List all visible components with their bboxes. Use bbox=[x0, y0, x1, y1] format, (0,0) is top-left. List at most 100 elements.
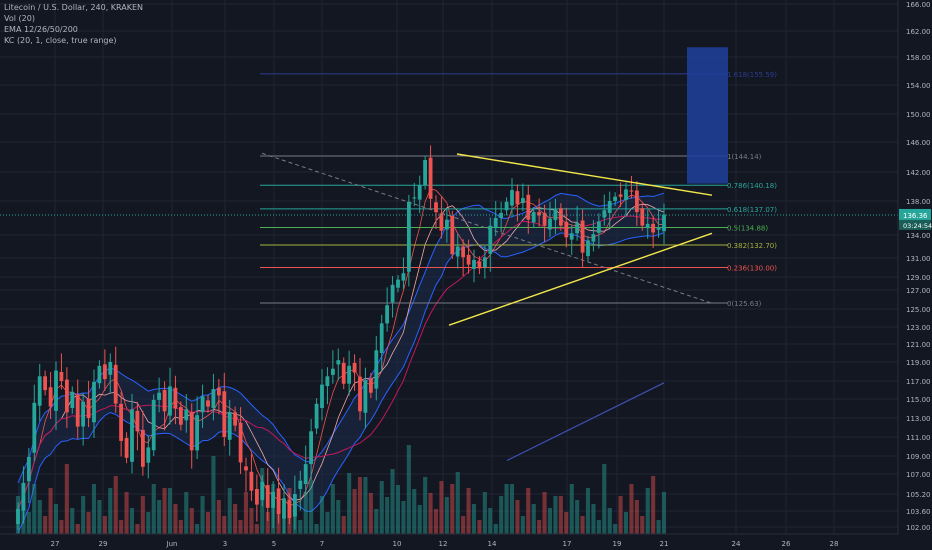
candle-body bbox=[607, 201, 612, 213]
candle bbox=[450, 210, 455, 259]
candle bbox=[255, 474, 259, 522]
fib-level-label: 0(125.63) bbox=[727, 300, 762, 308]
candle-body bbox=[336, 360, 341, 365]
candle bbox=[580, 209, 585, 268]
candle-body bbox=[580, 220, 585, 253]
y-tick-label: 138.00 bbox=[906, 198, 931, 206]
volume-bar bbox=[618, 496, 623, 534]
candle bbox=[504, 197, 509, 216]
candle-body bbox=[320, 384, 324, 408]
candle-body bbox=[472, 259, 476, 269]
volume-bar bbox=[401, 501, 406, 534]
candle-body bbox=[407, 201, 411, 272]
y-tick-label: 113.00 bbox=[906, 415, 931, 423]
volume-bar bbox=[135, 524, 140, 534]
y-tick-label: 117.00 bbox=[906, 378, 931, 386]
volume-bar bbox=[32, 484, 37, 534]
candle-body bbox=[151, 399, 156, 451]
fib-level-label: 0.236(130.00) bbox=[727, 265, 777, 273]
volume-bar bbox=[569, 484, 574, 534]
candle-body bbox=[130, 409, 134, 462]
candle bbox=[477, 256, 482, 275]
volume-bar bbox=[526, 488, 531, 534]
x-tick-label: 28 bbox=[830, 540, 839, 548]
fib-level-label: 0.382(132.70) bbox=[727, 242, 777, 250]
candle bbox=[37, 363, 42, 422]
candle bbox=[591, 220, 596, 252]
fib-level-label: 1.618(155.59) bbox=[727, 71, 777, 79]
candle bbox=[347, 350, 351, 396]
candle bbox=[309, 418, 313, 481]
volume-bar bbox=[86, 512, 91, 534]
candle bbox=[396, 275, 400, 293]
candle-body bbox=[65, 379, 69, 413]
candle bbox=[341, 357, 346, 390]
candle-body bbox=[260, 481, 265, 500]
candle bbox=[521, 183, 525, 212]
volume-bar bbox=[205, 512, 210, 534]
volume-bar bbox=[216, 500, 221, 534]
candle bbox=[16, 502, 20, 530]
y-tick-label: 127.00 bbox=[906, 287, 931, 295]
candle bbox=[244, 457, 248, 492]
candle bbox=[369, 372, 373, 399]
y-tick-label: 111.00 bbox=[906, 434, 931, 442]
volume-bar bbox=[585, 488, 590, 534]
kc-indicator: KC (20, 1, close, true range) bbox=[4, 36, 117, 45]
candle bbox=[526, 185, 531, 234]
x-tick-label: 12 bbox=[439, 540, 448, 548]
volume-bar bbox=[471, 504, 476, 534]
candle-body bbox=[255, 489, 259, 505]
candle-body bbox=[309, 431, 313, 465]
candle-body bbox=[586, 240, 590, 257]
candle-body bbox=[70, 391, 75, 408]
candle bbox=[575, 206, 579, 241]
candle bbox=[656, 210, 661, 238]
volume-bar bbox=[37, 500, 42, 534]
volume-bar bbox=[97, 500, 102, 534]
candle-body bbox=[325, 376, 330, 386]
volume-bar bbox=[249, 508, 254, 534]
volume-bar bbox=[298, 520, 303, 534]
candle bbox=[92, 369, 96, 438]
x-tick-label: 10 bbox=[393, 540, 402, 548]
volume-bar bbox=[444, 497, 449, 534]
time-axis bbox=[0, 534, 932, 550]
candle-body bbox=[455, 246, 460, 257]
volume-bar bbox=[26, 512, 31, 534]
candle-body bbox=[81, 401, 85, 427]
volume-bar bbox=[309, 480, 314, 534]
volume-bar bbox=[75, 524, 80, 534]
candle-body bbox=[515, 191, 520, 205]
candle-body bbox=[108, 362, 113, 375]
candle-body bbox=[651, 223, 655, 233]
candle bbox=[81, 393, 85, 446]
candle-body bbox=[141, 429, 145, 467]
candle-body bbox=[434, 202, 438, 213]
candle-body bbox=[499, 212, 503, 218]
volume-indicator: Vol (20) bbox=[4, 14, 35, 23]
candle-body bbox=[575, 223, 579, 234]
price-axis bbox=[898, 0, 932, 550]
y-tick-label: 166.00 bbox=[906, 1, 931, 9]
candle bbox=[651, 215, 655, 249]
candle-body bbox=[21, 482, 26, 511]
volume-bar bbox=[509, 484, 514, 534]
volume-bars bbox=[15, 445, 666, 534]
candle-body bbox=[461, 246, 465, 258]
candle bbox=[276, 467, 281, 524]
x-tick-label: 29 bbox=[99, 540, 108, 548]
candle bbox=[320, 369, 324, 421]
volume-bar bbox=[227, 488, 232, 534]
volume-bar bbox=[613, 524, 618, 534]
candle bbox=[86, 381, 91, 428]
candle-body bbox=[635, 190, 639, 213]
candle-body bbox=[510, 190, 514, 206]
candle bbox=[189, 403, 194, 469]
x-tick-label: 7 bbox=[320, 540, 324, 548]
volume-bar bbox=[531, 504, 536, 534]
volume-bar bbox=[406, 445, 411, 534]
candle bbox=[141, 410, 145, 476]
